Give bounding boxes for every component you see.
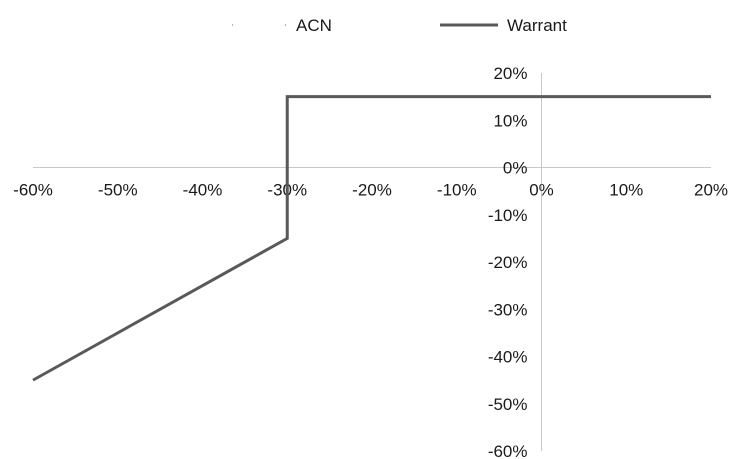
y-tick-label: -30% (488, 300, 528, 319)
series-layer (32, 95, 711, 382)
y-tick-label: -40% (488, 348, 528, 367)
legend-label-warrant: Warrant (507, 16, 567, 35)
x-tick-label: -60% (13, 181, 53, 200)
y-tick-label: -10% (488, 206, 528, 225)
x-tick-label: -10% (437, 181, 477, 200)
x-tick-label: 10% (609, 181, 643, 200)
y-tick-label: 0% (503, 159, 528, 178)
legend: ACN Warrant (232, 16, 567, 35)
y-tick-label: 10% (493, 111, 527, 130)
x-tick-label: 20% (694, 181, 728, 200)
x-tick-label: 0% (529, 181, 554, 200)
y-tick-label: -20% (488, 253, 528, 272)
legend-label-acn: ACN (296, 16, 332, 35)
y-tick-label: 20% (493, 64, 527, 83)
series-line-warrant (32, 95, 711, 382)
x-tick-label: -40% (183, 181, 223, 200)
y-tick-label: -50% (488, 395, 528, 414)
tick-labels: -60% -50% -40% -30% -20% -10% 0% 10% 20%20%10%0%… (13, 64, 728, 459)
y-tick-label: -60% (488, 442, 528, 459)
x-tick-label: -50% (98, 181, 138, 200)
x-tick-label: -20% (352, 181, 392, 200)
axes (33, 73, 711, 451)
